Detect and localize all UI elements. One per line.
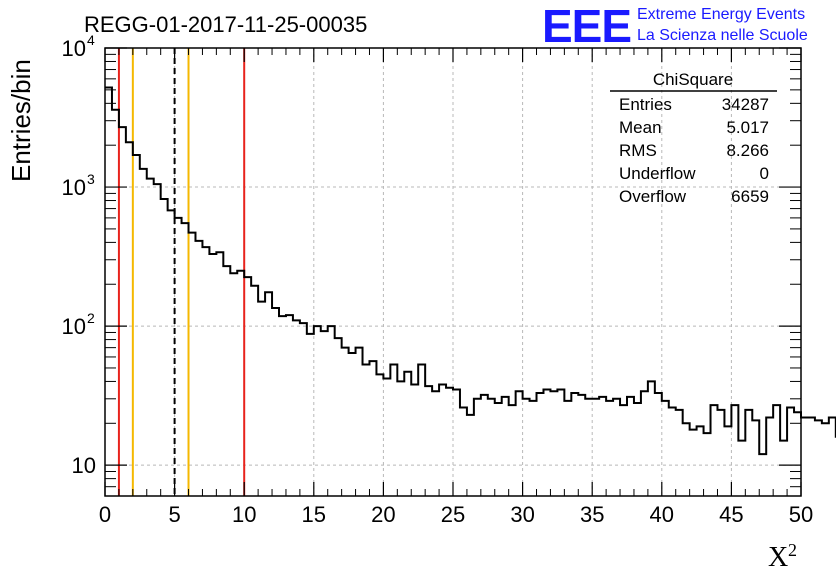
- x-axis-title-exponent: 2: [788, 540, 797, 560]
- x-tick-label: 25: [441, 502, 465, 527]
- stats-value: 0: [760, 164, 769, 183]
- y-axis-title: Entries/bin: [6, 59, 36, 182]
- x-axis-title: X 2: [768, 540, 797, 572]
- stats-row: Overflow 6659: [619, 187, 769, 206]
- stats-value: 8.266: [726, 141, 769, 160]
- y-tick-label-exponent: 3: [87, 171, 95, 187]
- axis-ticks: [104, 47, 802, 496]
- stats-row: RMS 8.266: [619, 141, 769, 160]
- x-tick-label: 5: [168, 502, 180, 527]
- stats-value: 6659: [731, 187, 769, 206]
- stats-box-title: ChiSquare: [653, 70, 733, 89]
- y-tick-label: 10: [72, 453, 96, 478]
- stats-label: Underflow: [619, 164, 696, 183]
- x-tick-label: 50: [789, 502, 813, 527]
- stats-row: Entries 34287: [619, 95, 769, 114]
- x-tick-label: 0: [99, 502, 111, 527]
- stats-value: 5.017: [726, 118, 769, 137]
- x-tick-label: 10: [232, 502, 256, 527]
- x-tick-labels: 0 5 10 15 20 25 30 35 40 45 50: [99, 502, 813, 527]
- y-tick-label-base: 10: [72, 453, 96, 478]
- x-tick-label: 45: [719, 502, 743, 527]
- stats-label: Mean: [619, 118, 662, 137]
- branding-line2: La Scienza nelle Scuole: [637, 27, 808, 44]
- y-tick-label: 10 2: [62, 310, 95, 339]
- y-tick-label: 10 3: [62, 171, 95, 200]
- stats-rows: Entries 34287 Mean 5.017 RMS 8.266 Underflow 0 O…: [619, 95, 769, 206]
- y-tick-label-exponent: 4: [87, 32, 95, 48]
- stats-box: ChiSquare Entries 34287 Mean 5.017 RMS 8.266 U…: [610, 70, 777, 206]
- y-tick-label-base: 10: [62, 175, 86, 200]
- stats-value: 34287: [722, 95, 769, 114]
- eee-logo: EEE: [542, 0, 631, 52]
- y-tick-label: 10 4: [62, 32, 95, 61]
- stats-row: Mean 5.017: [619, 118, 769, 137]
- threshold-lines: [117, 48, 246, 496]
- stats-label: Overflow: [619, 187, 687, 206]
- stats-label: RMS: [619, 141, 657, 160]
- x-tick-label: 40: [650, 502, 674, 527]
- histogram-series: [105, 86, 836, 456]
- chart-title: REGG-01-2017-11-25-00035: [84, 12, 367, 37]
- stats-label: Entries: [619, 95, 672, 114]
- eee-branding: EEE Extreme Energy Events La Scienza nel…: [542, 0, 808, 52]
- y-tick-label-exponent: 2: [87, 310, 95, 326]
- x-tick-label: 30: [510, 502, 534, 527]
- y-tick-label-base: 10: [62, 36, 86, 61]
- x-axis-title-base: X: [768, 542, 788, 572]
- x-tick-label: 15: [302, 502, 326, 527]
- x-tick-label: 20: [371, 502, 395, 527]
- branding-line1: Extreme Energy Events: [637, 6, 805, 23]
- y-tick-label-base: 10: [62, 314, 86, 339]
- x-tick-label: 35: [580, 502, 604, 527]
- stats-row: Underflow 0: [619, 164, 769, 183]
